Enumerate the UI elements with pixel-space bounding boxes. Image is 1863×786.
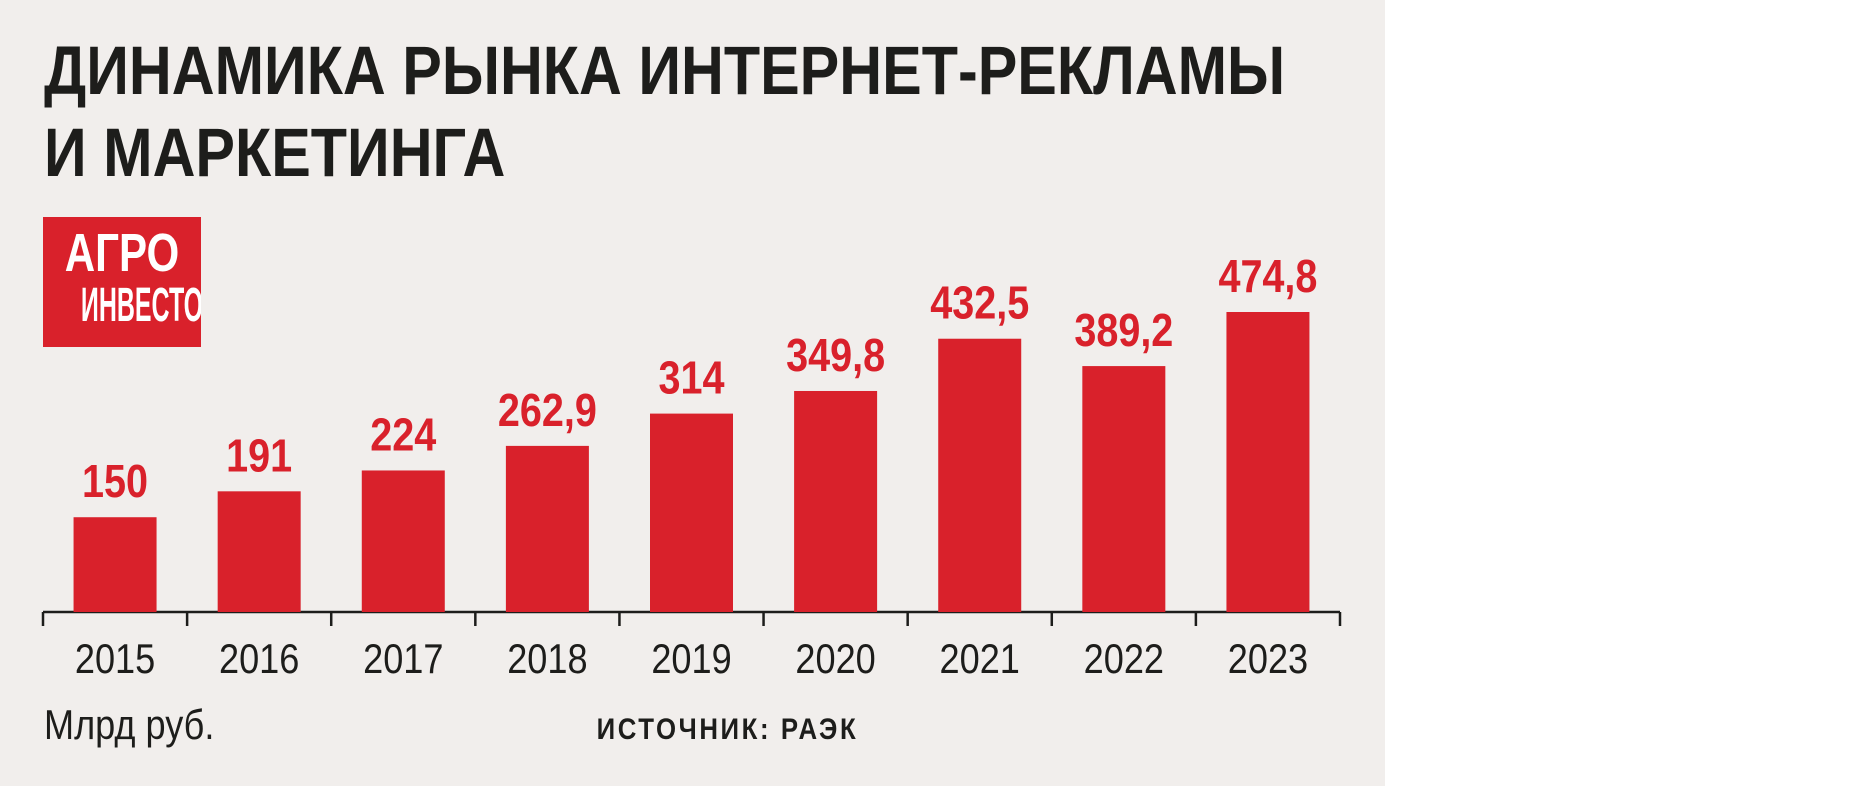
unit-label: Млрд руб. <box>44 701 215 748</box>
value-label-2016: 191 <box>226 431 292 482</box>
x-tick-label-2017: 2017 <box>363 637 443 683</box>
value-label-2020: 349,8 <box>786 330 885 381</box>
agroinvestor-logo: АГРО ИНВЕСТОР <box>43 217 201 347</box>
value-label-2021: 432,5 <box>930 278 1029 329</box>
value-label-2019: 314 <box>659 353 725 404</box>
x-tick-label-2018: 2018 <box>507 637 587 683</box>
bar-2022 <box>1082 366 1166 612</box>
x-tick-label-2023: 2023 <box>1228 637 1308 683</box>
bar-2023 <box>1226 312 1310 612</box>
x-tick-label-2019: 2019 <box>651 637 731 683</box>
bar-chart: 150 2015 191 2016 224 2017 262,9 2018 314 2019 349… <box>41 251 1342 683</box>
bar-2016 <box>217 491 301 612</box>
x-tick-label-2021: 2021 <box>940 637 1020 683</box>
bar-2017 <box>361 470 445 612</box>
bar-2018 <box>505 445 589 612</box>
x-tick-label-2016: 2016 <box>219 637 299 683</box>
chart-panel: ДИНАМИКА РЫНКА ИНТЕРНЕТ-РЕКЛАМЫ И МАРКЕТ… <box>0 0 1385 786</box>
x-tick-label-2020: 2020 <box>795 637 875 683</box>
chart-title-line1: ДИНАМИКА РЫНКА ИНТЕРНЕТ-РЕКЛАМЫ <box>44 32 1286 109</box>
bar-2020 <box>794 390 878 612</box>
x-tick-label-2015: 2015 <box>75 637 155 683</box>
x-tick-label-2022: 2022 <box>1084 637 1164 683</box>
bar-2019 <box>650 413 733 612</box>
bar-2015 <box>73 517 157 612</box>
logo-text-line1: АГРО <box>64 223 180 283</box>
source-label: ИСТОЧНИК: РАЭК <box>596 713 858 746</box>
value-label-2015: 150 <box>82 456 148 507</box>
value-label-2022: 389,2 <box>1074 305 1173 356</box>
value-label-2017: 224 <box>370 410 436 461</box>
chart-title-line2: И МАРКЕТИНГА <box>44 114 506 191</box>
bar-2021 <box>938 338 1022 612</box>
chart-title: ДИНАМИКА РЫНКА ИНТЕРНЕТ-РЕКЛАМЫ И МАРКЕТ… <box>44 30 1285 194</box>
value-label-2023: 474,8 <box>1218 251 1317 302</box>
value-label-2018: 262,9 <box>498 385 597 436</box>
